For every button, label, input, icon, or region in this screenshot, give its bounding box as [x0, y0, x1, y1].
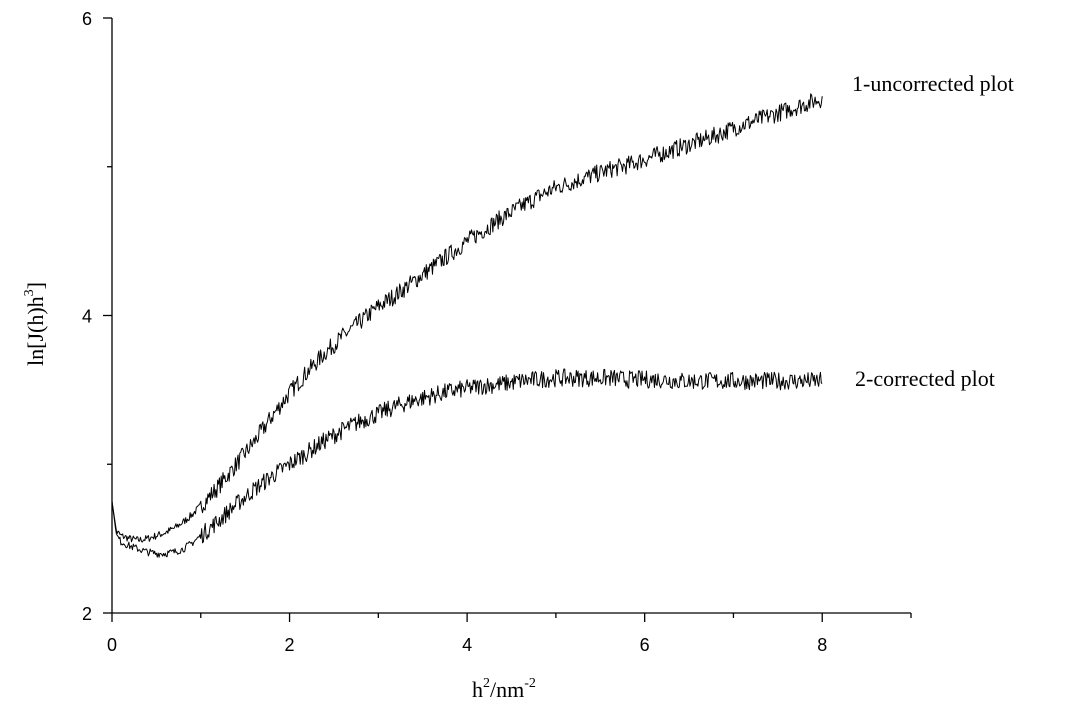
y-tick-label: 6 [82, 9, 92, 29]
series-group [111, 93, 823, 558]
y-tick-label: 4 [82, 307, 92, 327]
x-axis-title: h2/nm-2 [472, 676, 536, 702]
x-axis-title-sup1: 2 [483, 676, 490, 691]
series-line-2 [111, 368, 823, 558]
x-tick-label: 2 [285, 635, 295, 655]
y-axis-title-sup: 3 [22, 289, 37, 296]
x-tick-label: 8 [817, 635, 827, 655]
series-label-corrected: 2-corrected plot [855, 366, 995, 391]
y-tick-label: 2 [82, 604, 92, 624]
x-axis-title-base: h [472, 677, 483, 702]
x-tick-label: 0 [107, 635, 117, 655]
x-axis-ticks: 0 2 4 6 8 [107, 613, 912, 655]
series-line-1 [111, 93, 823, 543]
y-axis-title-post: ] [23, 282, 48, 289]
y-axis-ticks: 2 4 6 [82, 9, 112, 624]
series-label-uncorrected: 1-uncorrected plot [852, 71, 1014, 96]
x-axis-title-sup2: -2 [524, 676, 536, 691]
y-axis-title-pre: ln[J(h)h [23, 296, 48, 366]
x-tick-label: 6 [640, 635, 650, 655]
x-tick-label: 4 [462, 635, 472, 655]
x-axis-title-mid: /nm [490, 677, 524, 702]
y-axis-title: ln[J(h)h3] [22, 282, 48, 366]
